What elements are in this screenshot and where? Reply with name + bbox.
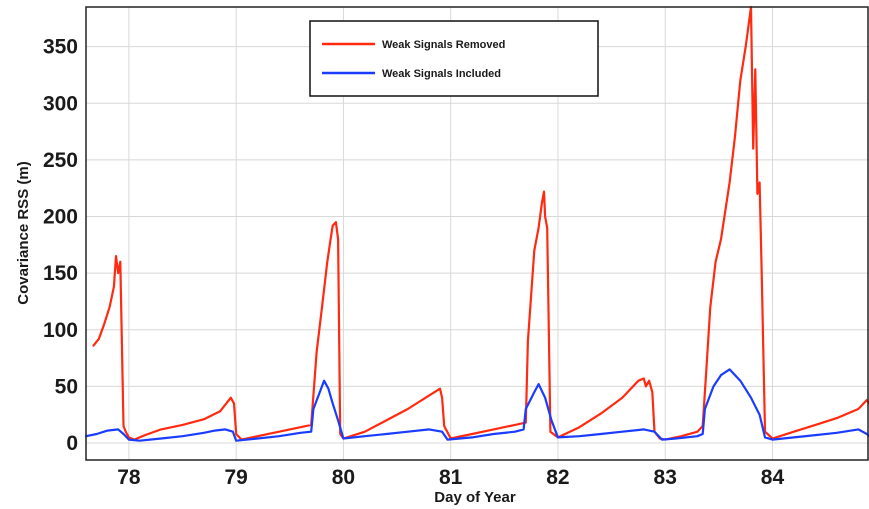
y-tick-label: 50: [55, 375, 78, 398]
plot-frame: [85, 6, 869, 461]
y-tick-label: 0: [66, 432, 78, 455]
x-tick-labels: 78 79 80 81 82 83 84: [117, 466, 784, 489]
x-axis-label: Day of Year: [434, 489, 516, 506]
y-tick-label: 350: [43, 36, 78, 59]
y-tick-label: 250: [43, 149, 78, 172]
series-layer: [84, 5, 869, 442]
x-tick-label: 81: [439, 466, 463, 489]
legend-label-weak-signals-included: Weak Signals Included: [382, 68, 501, 80]
x-tick-label: 84: [761, 466, 785, 489]
y-tick-label: 300: [43, 92, 78, 115]
series-line-weak-signals-included: [84, 368, 869, 442]
series-line-weak-signals-removed: [92, 5, 869, 441]
legend-label-weak-signals-removed: Weak Signals Removed: [382, 39, 505, 51]
x-tick-label: 82: [546, 466, 569, 489]
y-tick-labels: 0 50 100 150 200 250 300 350: [43, 36, 78, 455]
y-tick-label: 150: [43, 262, 78, 285]
x-tick-label: 80: [332, 466, 355, 489]
legend-box: [309, 20, 599, 97]
y-tick-label: 200: [43, 206, 78, 229]
x-tick-label: 83: [654, 466, 677, 489]
legend: Weak Signals Removed Weak Signals Includ…: [309, 20, 599, 97]
x-tick-label: 78: [117, 466, 141, 489]
y-tick-label: 100: [43, 319, 78, 342]
x-tick-label: 79: [224, 466, 247, 489]
y-axis-label: Covariance RSS (m): [15, 161, 32, 304]
